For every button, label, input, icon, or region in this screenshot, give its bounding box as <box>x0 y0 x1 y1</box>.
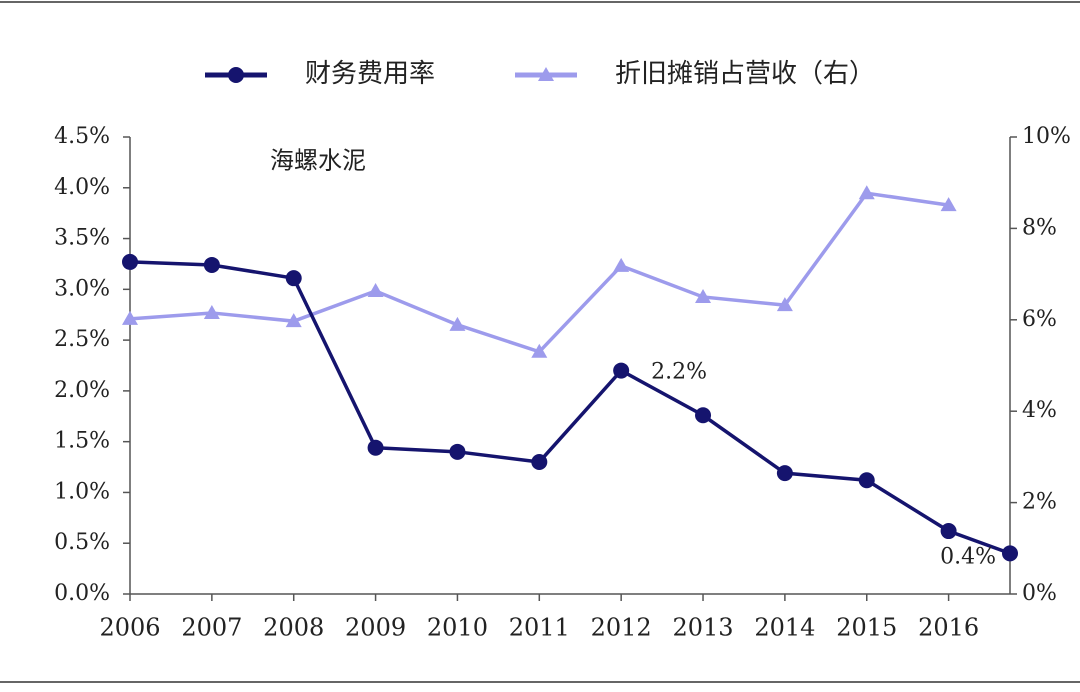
x-tick-label: 2011 <box>509 614 570 642</box>
x-tick-label: 2013 <box>672 614 733 642</box>
point <box>1002 545 1018 562</box>
legend-label: 折旧摊销占营收（右） <box>615 59 875 89</box>
x-tick-label: 2012 <box>591 614 652 642</box>
point <box>367 283 384 298</box>
point <box>695 407 712 424</box>
point <box>122 253 138 270</box>
point <box>531 453 548 470</box>
point <box>531 343 548 358</box>
y-tick-label: 3.0% <box>54 276 110 301</box>
y2-tick-label: 8% <box>1022 215 1057 240</box>
point <box>613 362 630 379</box>
point <box>285 313 302 328</box>
point <box>695 288 712 303</box>
point <box>122 310 138 325</box>
x-tick-label: 2009 <box>345 614 406 642</box>
point <box>449 443 466 460</box>
legend-marker <box>228 67 244 83</box>
series-line <box>129 260 1011 556</box>
x-tick-label: 2007 <box>181 614 242 642</box>
point <box>203 304 220 319</box>
y-tick-label: 0.0% <box>54 581 110 606</box>
x-tick-label: 2016 <box>918 614 979 642</box>
y-tick-label: 2.5% <box>54 327 110 352</box>
point <box>858 472 875 489</box>
x-tick-label: 2006 <box>99 614 160 642</box>
data-label: 0.4% <box>940 544 996 569</box>
y-tick-label: 1.5% <box>54 429 110 454</box>
annotation: 海螺水泥 <box>270 147 366 175</box>
x-tick-label: 2014 <box>754 614 815 642</box>
y-tick-label: 3.5% <box>54 226 110 251</box>
data-label: 2.2% <box>651 360 707 385</box>
y-tick-label: 0.5% <box>54 530 110 555</box>
y-tick-label: 4.0% <box>54 175 110 200</box>
point <box>858 185 875 200</box>
point <box>367 439 384 456</box>
legend-marker <box>538 67 554 81</box>
point <box>776 465 793 482</box>
point <box>203 256 220 273</box>
x-tick-label: 2008 <box>263 614 324 642</box>
point <box>449 316 466 331</box>
y2-tick-label: 6% <box>1022 307 1057 332</box>
point <box>285 270 302 287</box>
point <box>613 257 630 272</box>
y-tick-label: 2.0% <box>54 378 110 403</box>
point <box>940 523 957 540</box>
point <box>940 197 957 212</box>
legend-label: 财务费用率 <box>305 59 435 89</box>
y2-tick-label: 10% <box>1022 124 1071 149</box>
x-tick-label: 2010 <box>427 614 488 642</box>
y-tick-label: 1.0% <box>54 479 110 504</box>
y2-tick-label: 2% <box>1022 490 1057 515</box>
y2-tick-label: 4% <box>1022 398 1057 423</box>
y2-tick-label: 0% <box>1022 581 1057 606</box>
y-tick-label: 4.5% <box>54 124 110 149</box>
point <box>776 297 793 312</box>
x-tick-label: 2015 <box>836 614 897 642</box>
